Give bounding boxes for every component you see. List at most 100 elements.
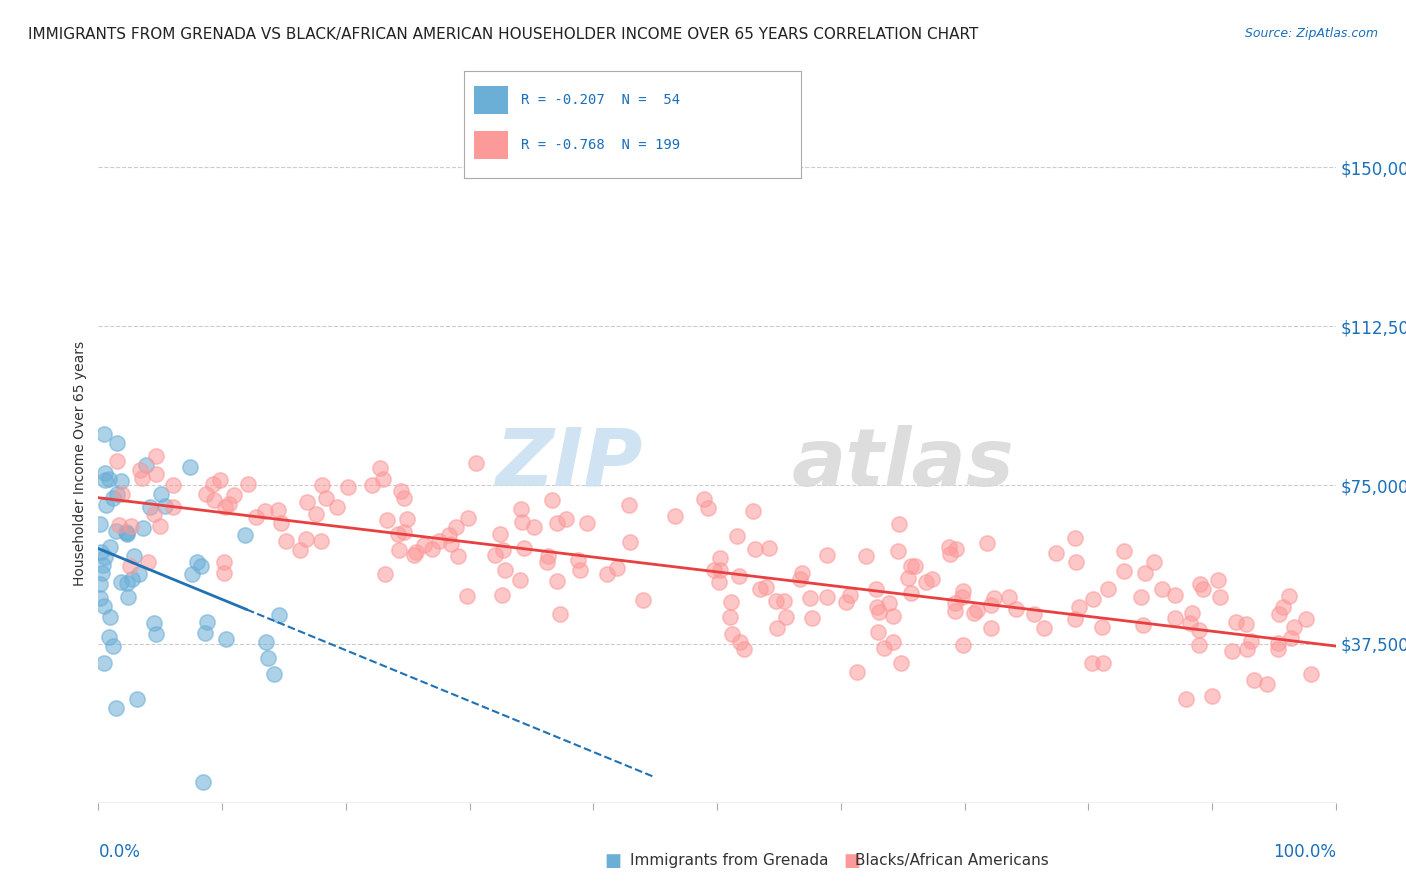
Point <box>1240 634 1263 648</box>
Point <box>1081 657 1104 671</box>
Point <box>845 665 868 679</box>
Point <box>98 631 121 645</box>
Point <box>914 574 936 589</box>
Point <box>387 526 409 541</box>
Point <box>270 516 292 531</box>
Point <box>758 541 780 556</box>
Point <box>943 604 966 618</box>
Point <box>129 463 152 477</box>
Point <box>697 500 720 515</box>
Point <box>115 576 138 591</box>
Point <box>998 590 1021 604</box>
Point <box>388 543 411 558</box>
Point <box>709 551 731 566</box>
Point <box>115 525 138 540</box>
Point <box>1129 590 1152 604</box>
Point <box>233 528 256 542</box>
Point <box>1005 602 1028 616</box>
Point <box>720 627 742 641</box>
Point <box>89 545 111 559</box>
Point <box>1175 692 1198 706</box>
Point <box>749 582 772 596</box>
Point <box>568 563 591 577</box>
Point <box>1114 544 1136 558</box>
Point <box>115 527 138 541</box>
Point <box>361 478 384 492</box>
Point <box>117 525 139 540</box>
Point <box>1143 555 1166 569</box>
Point <box>950 591 973 605</box>
Point <box>105 700 128 714</box>
Text: IMMIGRANTS FROM GRENADA VS BLACK/AFRICAN AMERICAN HOUSEHOLDER INCOME OVER 65 YEA: IMMIGRANTS FROM GRENADA VS BLACK/AFRICAN… <box>28 27 979 42</box>
Point <box>128 567 150 582</box>
Point <box>943 596 966 610</box>
Point <box>765 594 787 608</box>
Point <box>1201 689 1223 703</box>
Point <box>733 641 755 656</box>
Point <box>1236 642 1258 657</box>
Point <box>311 478 333 492</box>
Point <box>101 491 124 506</box>
Point <box>773 593 796 607</box>
Point <box>238 477 260 491</box>
Point <box>707 575 730 590</box>
Point <box>108 518 131 533</box>
Point <box>186 555 208 569</box>
Bar <box>474 131 508 159</box>
Point <box>835 595 858 609</box>
Point <box>405 544 427 558</box>
Point <box>1163 588 1185 602</box>
Point <box>253 504 276 518</box>
Point <box>728 569 751 583</box>
Point <box>619 535 641 549</box>
Point <box>101 639 124 653</box>
Point <box>437 528 460 542</box>
Point <box>790 566 813 580</box>
Point <box>1256 677 1278 691</box>
Point <box>447 549 470 563</box>
Point <box>145 449 167 463</box>
Point <box>838 588 860 602</box>
Point <box>980 598 1002 612</box>
Point <box>718 610 741 624</box>
Point <box>1045 545 1067 559</box>
Point <box>866 599 889 614</box>
Point <box>980 622 1002 636</box>
Point <box>900 586 922 600</box>
Point <box>567 552 589 566</box>
Text: ■: ■ <box>605 852 621 870</box>
Point <box>536 555 558 569</box>
Point <box>145 467 167 481</box>
Point <box>153 499 176 513</box>
Point <box>392 491 415 506</box>
Point <box>105 487 128 501</box>
Point <box>1187 623 1209 637</box>
Point <box>963 606 986 620</box>
Point <box>1278 589 1301 603</box>
Text: Source: ZipAtlas.com: Source: ZipAtlas.com <box>1244 27 1378 40</box>
Point <box>98 610 121 624</box>
Point <box>775 610 797 624</box>
Point <box>938 540 960 554</box>
Point <box>801 611 824 625</box>
Point <box>121 572 143 586</box>
Bar <box>474 87 508 114</box>
Point <box>983 591 1005 605</box>
Point <box>789 572 811 586</box>
Point <box>1225 615 1247 629</box>
Point <box>120 518 142 533</box>
Point <box>125 691 148 706</box>
Text: R = -0.207  N =  54: R = -0.207 N = 54 <box>522 94 681 107</box>
Point <box>214 632 236 646</box>
Point <box>484 548 506 562</box>
Point <box>132 521 155 535</box>
Point <box>89 517 111 532</box>
Point <box>93 426 115 441</box>
Point <box>135 458 157 472</box>
Point <box>326 500 349 514</box>
Point <box>105 436 128 450</box>
Point <box>295 495 318 509</box>
Point <box>1024 607 1046 621</box>
Point <box>606 561 628 575</box>
Point <box>194 626 217 640</box>
